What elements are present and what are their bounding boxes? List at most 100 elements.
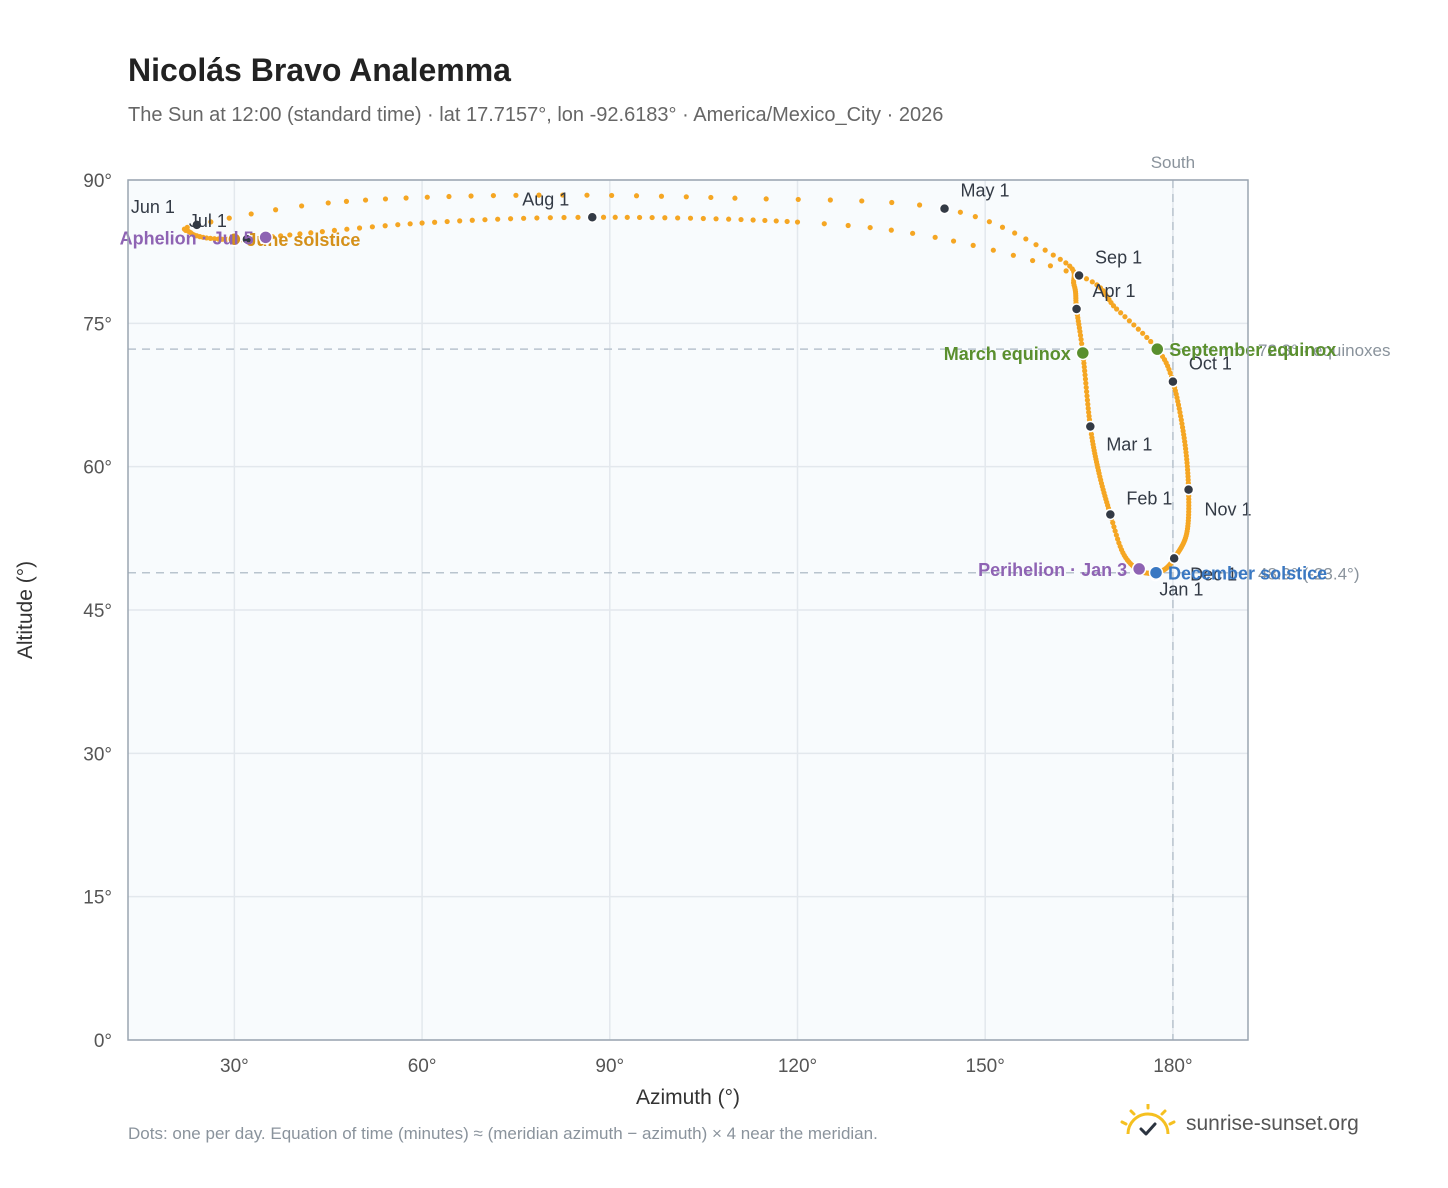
analemma-dot	[382, 196, 389, 202]
analemma-dot	[287, 232, 293, 238]
analemma-dot	[1082, 372, 1088, 378]
y-tick-label: 60°	[83, 458, 112, 479]
y-tick-label: 45°	[83, 601, 112, 622]
month-label: Oct 1	[1189, 354, 1232, 374]
x-tick-label: 180°	[1153, 1056, 1192, 1077]
axes: 30° 60° 90° 120° 150° 180° 0° 15° 30° 45° 60° 75° 90…	[14, 171, 1193, 1109]
y-axis-label: Altitude (°)	[14, 561, 37, 659]
analemma-dot	[534, 215, 540, 221]
analemma-dot	[845, 222, 851, 229]
x-tick-label: 60°	[408, 1056, 437, 1077]
analemma-dot	[203, 235, 210, 241]
x-tick-label: 120°	[778, 1056, 817, 1077]
analemma-dot	[889, 199, 895, 206]
analemma-dot	[325, 200, 331, 206]
analemma-dot	[859, 198, 865, 204]
analemma-dot	[1083, 276, 1090, 282]
event-marker	[1131, 561, 1147, 577]
analemma-dot	[273, 207, 279, 213]
analemma-dot	[432, 219, 438, 225]
analemma-dot	[1067, 263, 1073, 269]
analemma-dot	[1050, 252, 1056, 258]
y-tick-label: 30°	[83, 744, 112, 765]
event-label: Aphelion · Jul 5	[120, 228, 254, 248]
analemma-dot	[990, 247, 996, 253]
analemma-dot	[226, 215, 232, 221]
x-axis-label: Azimuth (°)	[636, 1086, 740, 1109]
analemma-dot	[1047, 263, 1054, 269]
analemma-dot	[636, 214, 643, 221]
analemma-dot	[658, 193, 665, 199]
analemma-dot	[507, 216, 514, 222]
analemma-dot	[490, 192, 496, 199]
analemma-dot	[600, 214, 607, 220]
event-label: June solstice	[246, 230, 360, 250]
analemma-dot	[1084, 397, 1091, 403]
analemma-dot	[762, 217, 768, 224]
month-label: Jun 1	[131, 197, 175, 217]
brand[interactable]: sunrise-sunset.org	[1120, 1102, 1359, 1146]
x-tick-label: 90°	[595, 1056, 624, 1077]
analemma-dot	[713, 216, 719, 222]
analemma-dot	[1086, 409, 1092, 415]
analemma-dot	[403, 195, 409, 201]
reference-line-label: 48.9° (-23.4°)	[1258, 565, 1359, 584]
y-tick-label: 15°	[83, 888, 112, 909]
month-marker	[1168, 552, 1180, 565]
month-marker	[1104, 508, 1117, 521]
analemma-dot	[1086, 413, 1092, 419]
analemma-dot	[1084, 393, 1090, 399]
analemma-dot	[662, 215, 668, 221]
analemma-dot	[207, 235, 214, 241]
month-label: Aug 1	[522, 189, 569, 209]
analemma-dot	[1084, 389, 1090, 395]
analemma-dot	[1082, 376, 1089, 382]
analemma-dot	[424, 194, 430, 200]
analemma-dot	[1085, 405, 1091, 411]
analemma-dot	[957, 209, 963, 215]
sunrise-logo-icon	[1120, 1104, 1176, 1136]
meridian-label: South	[1151, 153, 1195, 172]
analemma-dot	[560, 192, 566, 198]
analemma-dot	[1042, 247, 1048, 253]
analemma-dot	[344, 226, 350, 232]
analemma-dot	[446, 193, 452, 200]
month-markers: Jan 1 Feb 1 Mar 1 Apr 1 May 1 Jun 1 Jul 1 Aug 1…	[131, 181, 1252, 600]
month-marker	[938, 202, 951, 215]
month-marker	[1084, 420, 1097, 433]
analemma-dot	[763, 196, 769, 202]
analemma-dot	[1057, 256, 1063, 262]
analemma-dot	[1126, 318, 1132, 324]
analemma-dot	[1135, 326, 1141, 332]
event-label: Perihelion · Jan 3	[978, 560, 1127, 580]
analemma-dot	[1110, 520, 1116, 526]
analemma-dot	[457, 218, 463, 224]
analemma-dot	[356, 225, 363, 231]
analemma-dot	[584, 192, 590, 198]
month-marker	[191, 219, 203, 231]
analemma-dot	[1112, 528, 1118, 534]
analemma-dot	[513, 192, 519, 198]
month-label: Mar 1	[1106, 435, 1152, 455]
analemma-dot	[888, 227, 894, 233]
brand-name: sunrise-sunset.org	[1186, 1112, 1359, 1135]
analemma-dot	[1079, 341, 1085, 347]
analemma-dot	[773, 218, 779, 224]
analemma-dot	[1082, 368, 1088, 374]
month-label: Dec 1	[1190, 564, 1237, 584]
analemma-dot	[308, 230, 314, 236]
analemma-dot	[208, 219, 214, 225]
analemma-dot	[1012, 230, 1018, 236]
analemma-dot	[521, 215, 527, 221]
analemma-dot	[683, 194, 689, 200]
event-label: March equinox	[944, 344, 1071, 364]
analemma-dot	[468, 193, 474, 199]
analemma-dot	[1078, 336, 1084, 343]
analemma-dot	[970, 242, 976, 248]
analemma-dot	[609, 192, 615, 199]
chart-title: Nicolás Bravo Analemma	[128, 52, 511, 88]
analemma-dot	[972, 214, 978, 220]
analemma-dot	[784, 218, 790, 225]
